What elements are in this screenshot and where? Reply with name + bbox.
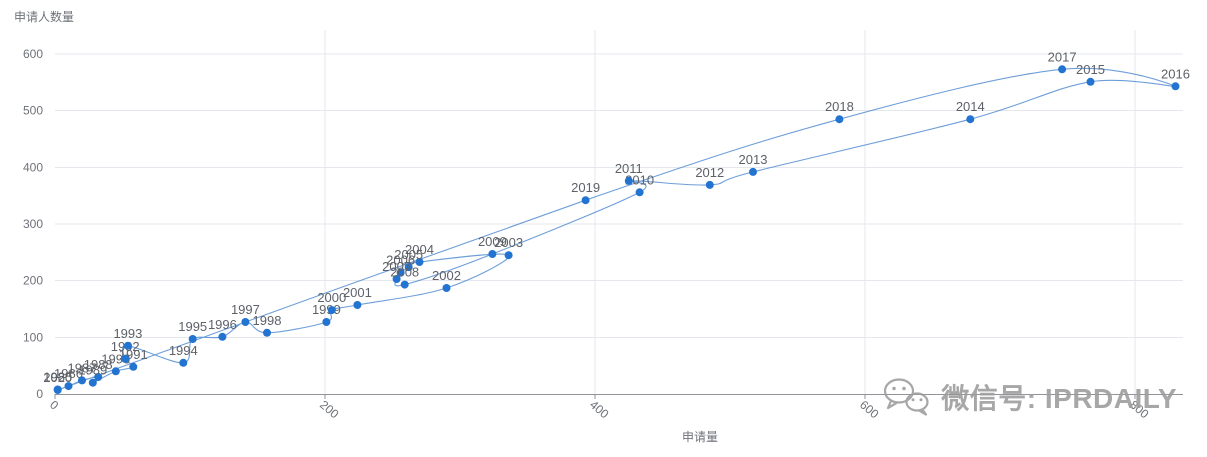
data-point-2019[interactable] bbox=[581, 196, 590, 205]
y-axis-title: 申请人数量 bbox=[14, 10, 75, 24]
data-label-2016: 2016 bbox=[1161, 66, 1190, 81]
data-label-2008: 2008 bbox=[390, 265, 419, 280]
data-point-1995[interactable] bbox=[188, 335, 197, 343]
data-label-2006: 2006 bbox=[386, 253, 415, 268]
data-point-2002[interactable] bbox=[442, 284, 451, 292]
data-label-2020: 2020 bbox=[43, 370, 72, 385]
data-point-1991[interactable] bbox=[129, 362, 138, 371]
data-label-1994: 1994 bbox=[169, 343, 198, 358]
data-point-2004[interactable] bbox=[415, 258, 424, 266]
data-point-1988[interactable] bbox=[94, 373, 103, 381]
data-label-1987: 1987 bbox=[68, 360, 97, 375]
x-tick-label-200: 200 bbox=[317, 398, 342, 422]
data-label-1989: 1989 bbox=[78, 363, 107, 378]
data-point-1999[interactable] bbox=[322, 318, 331, 326]
data-point-2005[interactable] bbox=[404, 263, 413, 272]
wechat-icon bbox=[884, 378, 929, 416]
data-label-1988: 1988 bbox=[84, 357, 113, 372]
data-label-2007: 2007 bbox=[382, 259, 411, 274]
data-point-2016[interactable] bbox=[1171, 82, 1180, 91]
data-point-2001[interactable] bbox=[353, 301, 362, 309]
y-tick-label-100: 100 bbox=[23, 330, 43, 344]
watermark-text: 微信号: IPRDAILY bbox=[941, 383, 1177, 414]
data-label-2005: 2005 bbox=[394, 247, 423, 262]
data-point-1990[interactable] bbox=[111, 367, 120, 376]
data-point-2010[interactable] bbox=[635, 188, 644, 197]
data-point-2006[interactable] bbox=[396, 268, 405, 277]
y-tick-label-300: 300 bbox=[23, 217, 43, 231]
data-label-1986: 1986 bbox=[54, 366, 83, 381]
data-label-2001: 2001 bbox=[343, 285, 372, 300]
data-label-1990: 1990 bbox=[101, 351, 130, 366]
data-label-2003: 2003 bbox=[494, 235, 523, 250]
x-tick-label-0: 0 bbox=[47, 398, 61, 413]
x-tick-label-600: 600 bbox=[857, 398, 882, 422]
data-label-2000: 2000 bbox=[317, 290, 346, 305]
data-label-2015: 2015 bbox=[1076, 62, 1105, 77]
data-point-1987[interactable] bbox=[78, 376, 86, 385]
data-point-1986[interactable] bbox=[64, 382, 73, 391]
data-point-2012[interactable] bbox=[705, 180, 714, 189]
data-label-2014: 2014 bbox=[956, 99, 985, 114]
data-point-2008[interactable] bbox=[400, 280, 409, 289]
data-label-1993: 1993 bbox=[113, 326, 142, 341]
y-tick-label-500: 500 bbox=[23, 104, 43, 118]
data-point-2011[interactable] bbox=[624, 176, 633, 185]
data-point-1992[interactable] bbox=[121, 354, 130, 363]
data-label-1997: 1997 bbox=[231, 302, 260, 317]
data-label-2011: 2011 bbox=[615, 161, 643, 176]
data-point-2017[interactable] bbox=[1058, 65, 1067, 74]
data-label-1995: 1995 bbox=[178, 319, 207, 334]
data-point-2015[interactable] bbox=[1086, 77, 1095, 86]
data-label-2009: 2009 bbox=[478, 234, 507, 249]
data-point-2007[interactable] bbox=[392, 275, 401, 283]
data-point-1994[interactable] bbox=[179, 358, 188, 367]
data-label-2010: 2010 bbox=[625, 172, 654, 187]
data-label-1985: 1985 bbox=[43, 370, 72, 385]
data-label-1996: 1996 bbox=[208, 317, 237, 332]
data-point-2003[interactable] bbox=[504, 251, 513, 260]
data-point-2020[interactable] bbox=[53, 386, 62, 394]
data-point-2018[interactable] bbox=[835, 115, 844, 124]
data-point-1989[interactable] bbox=[88, 378, 97, 387]
data-label-2004: 2004 bbox=[405, 242, 434, 257]
data-point-1997[interactable] bbox=[241, 318, 250, 326]
data-point-2014[interactable] bbox=[966, 115, 975, 124]
y-tick-label-0: 0 bbox=[36, 387, 43, 401]
data-label-2012: 2012 bbox=[695, 165, 724, 180]
data-label-1998: 1998 bbox=[253, 313, 282, 328]
series-line bbox=[57, 67, 1177, 391]
y-tick-label-400: 400 bbox=[23, 160, 43, 174]
data-label-2013: 2013 bbox=[739, 152, 768, 167]
data-point-2000[interactable] bbox=[327, 306, 336, 315]
data-point-2009[interactable] bbox=[488, 250, 497, 258]
watermark: 微信号: IPRDAILY bbox=[882, 377, 1177, 417]
data-label-2019: 2019 bbox=[571, 180, 600, 195]
data-label-2002: 2002 bbox=[432, 268, 461, 283]
data-label-2018: 2018 bbox=[825, 99, 854, 114]
data-point-2013[interactable] bbox=[749, 167, 757, 176]
data-point-1996[interactable] bbox=[218, 332, 227, 341]
data-point-1998[interactable] bbox=[263, 328, 271, 337]
x-axis-title: 申请量 bbox=[682, 430, 719, 444]
y-tick-label-600: 600 bbox=[23, 47, 43, 61]
data-point-1993[interactable] bbox=[123, 341, 132, 350]
data-label-2017: 2017 bbox=[1048, 49, 1077, 64]
y-tick-label-200: 200 bbox=[23, 274, 43, 288]
x-tick-label-400: 400 bbox=[587, 398, 612, 422]
